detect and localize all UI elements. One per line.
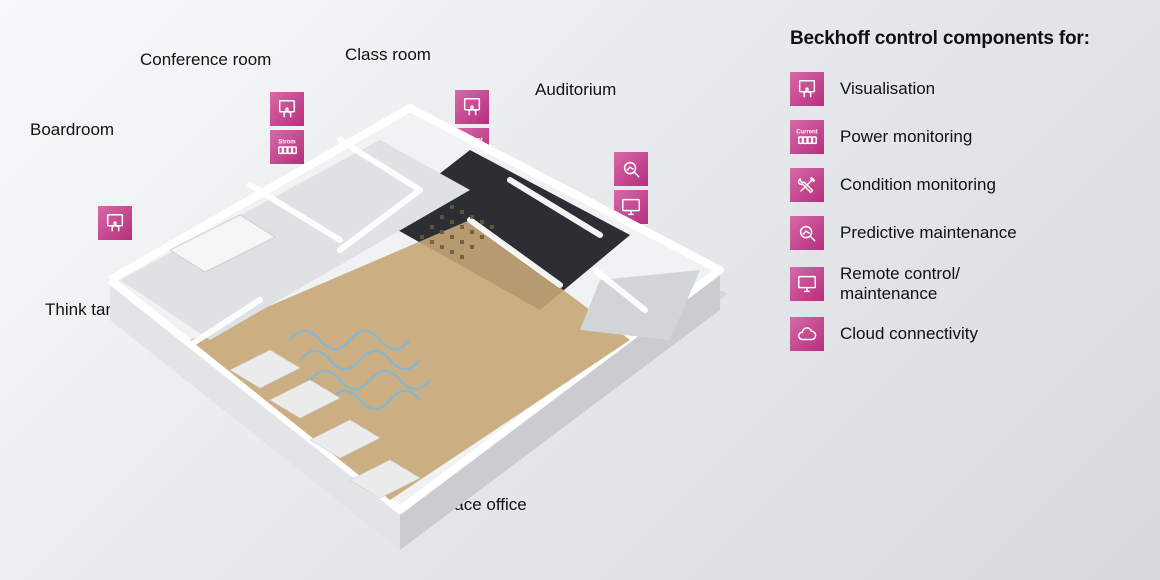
legend-item: Condition monitoring — [790, 168, 1130, 202]
svg-text:Current: Current — [461, 137, 482, 143]
floor-auditorium — [380, 150, 630, 310]
legend-item: Visualisation — [790, 72, 1130, 106]
room-label-heating-system: Heating system — [650, 268, 709, 307]
power-monitoring-icon: Current — [455, 128, 489, 162]
legend-item-label: Condition monitoring — [840, 175, 996, 195]
remote-icon — [614, 190, 648, 224]
visualisation-icon — [455, 90, 489, 124]
room-label-server-room: Server room — [360, 290, 454, 310]
cloud-icon — [444, 232, 478, 266]
room-label-think-tank: Think tank — [45, 300, 123, 320]
cloud-icon — [556, 228, 590, 262]
svg-text:Current: Current — [396, 403, 417, 409]
svg-text:Current: Current — [450, 279, 471, 285]
boardroom-table — [170, 215, 275, 272]
power-monitoring-icon: Current — [444, 270, 478, 304]
visualisation-icon — [140, 308, 174, 342]
visualisation-icon — [790, 72, 824, 106]
room-label-conference-room: Conference room — [140, 50, 271, 70]
remote-icon — [790, 267, 824, 301]
predictive-icon — [790, 216, 824, 250]
remote-icon — [480, 232, 514, 266]
legend-item: Predictive maintenance — [790, 216, 1130, 250]
svg-text:Strom: Strom — [278, 139, 295, 145]
condition-monitoring-icon — [790, 168, 824, 202]
legend-item-label: Cloud connectivity — [840, 324, 978, 344]
predictive-icon — [614, 152, 648, 186]
power-monitoring-icon: Current — [390, 394, 424, 428]
condition-monitoring-icon — [522, 268, 556, 302]
power-strom-icon: Strom — [270, 130, 304, 164]
room-label-open-space: Open space office — [390, 495, 527, 515]
legend-item: Remote control/ maintenance — [790, 264, 1130, 303]
legend-item: Cloud connectivity — [790, 317, 1130, 351]
visualisation-icon — [98, 206, 132, 240]
visualisation-icon — [390, 432, 424, 466]
visualisation-icon — [270, 92, 304, 126]
legend-item-label: Remote control/ maintenance — [840, 264, 960, 303]
power-monitoring-icon: Current — [790, 120, 824, 154]
legend-item-label: Visualisation — [840, 79, 935, 99]
svg-text:Current: Current — [796, 129, 817, 135]
room-label-auditorium: Auditorium — [535, 80, 616, 100]
room-label-class-room: Class room — [345, 45, 431, 65]
remote-icon — [140, 270, 174, 304]
room-label-boardroom: Boardroom — [30, 120, 114, 140]
cloud-icon — [790, 317, 824, 351]
legend-item-label: Power monitoring — [840, 127, 972, 147]
legend-panel: Beckhoff control components for: Visuali… — [790, 28, 1130, 365]
svg-text:Current: Current — [564, 309, 585, 315]
power-monitoring-icon: Current — [558, 300, 592, 334]
legend-item-label: Predictive maintenance — [840, 223, 1017, 243]
legend-title: Beckhoff control components for: — [790, 28, 1130, 50]
legend-item: Current Power monitoring — [790, 120, 1130, 154]
